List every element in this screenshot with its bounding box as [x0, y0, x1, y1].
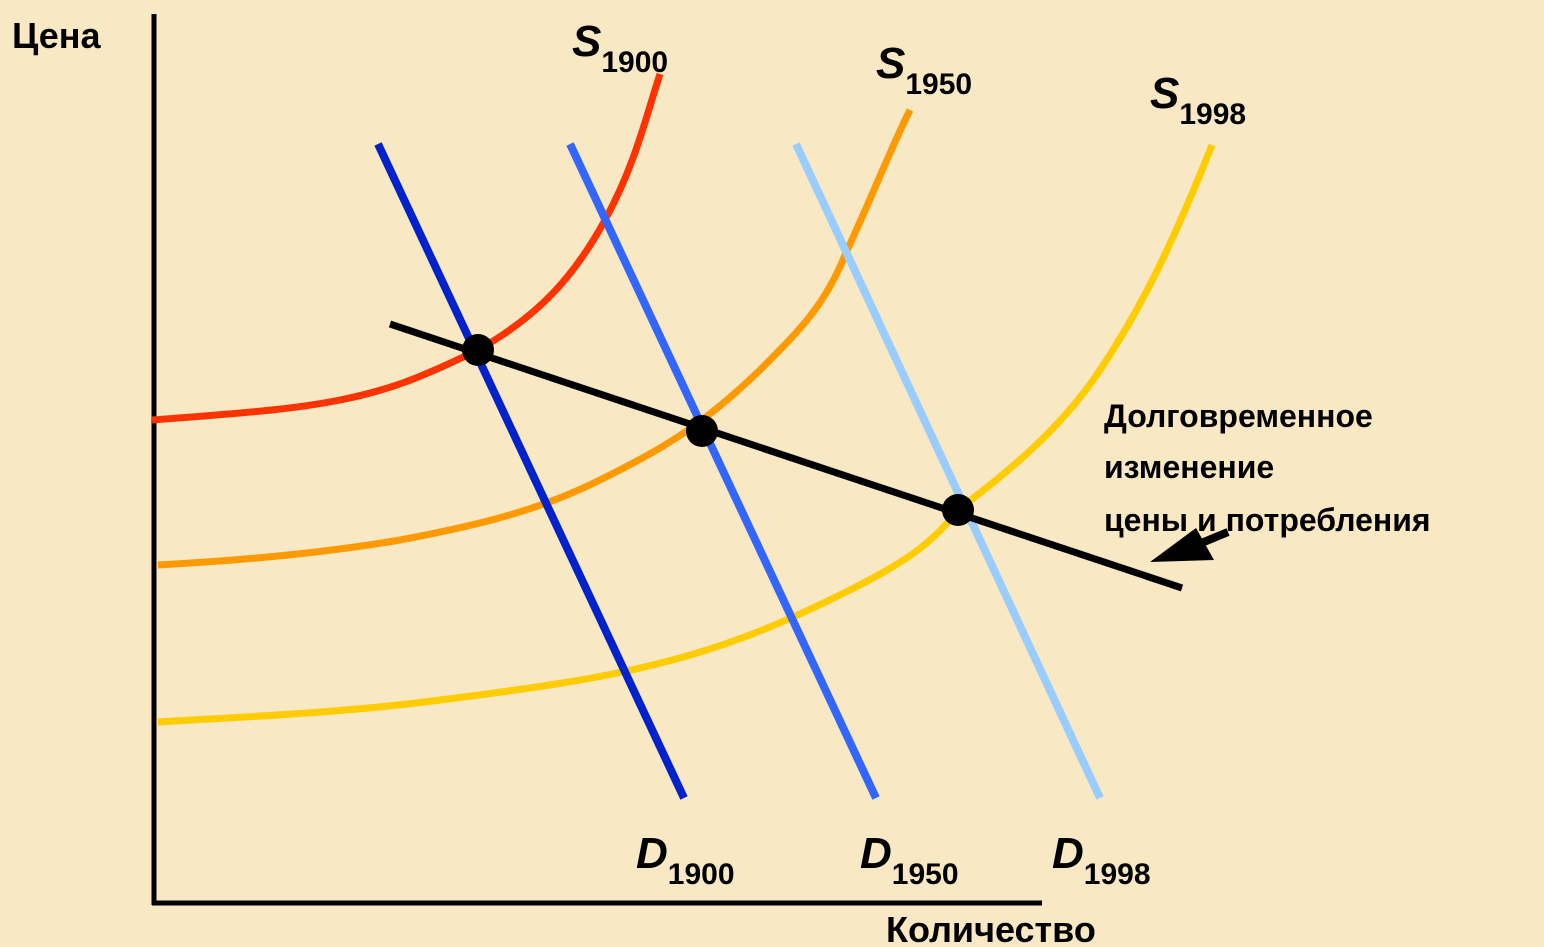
- annotation-arrow-icon: [1150, 528, 1230, 562]
- x-axis-label: Количество: [886, 909, 1096, 947]
- annotation-line-1: Долговременное: [1104, 398, 1373, 434]
- demand-curve-1998: [792, 142, 1104, 800]
- equilibrium-point-1900: [462, 334, 494, 366]
- demand-label-1950: D1950: [860, 829, 959, 891]
- equilibrium-point-1998: [942, 494, 974, 526]
- demand-label-1900: D1900: [636, 829, 735, 891]
- demand-curve-1900: [374, 142, 688, 800]
- demand-curve-1950: [566, 142, 880, 800]
- annotation-line-3: цены и потребления: [1104, 502, 1431, 538]
- supply-curve-1900: [151, 72, 664, 424]
- supply-curve-1998: [157, 143, 1216, 726]
- supply-label-1900: S1900: [572, 17, 668, 79]
- demand-label-1998: D1998: [1052, 829, 1151, 891]
- supply-label-1998: S1998: [1150, 69, 1246, 131]
- y-axis-label: Цена: [12, 15, 102, 56]
- annotation-line-2: изменение: [1104, 449, 1274, 485]
- supply-label-1950: S1950: [876, 39, 972, 101]
- supply-curve-1950: [157, 108, 914, 569]
- long-run-trend-line: [388, 320, 1184, 592]
- equilibrium-point-1950: [686, 415, 718, 447]
